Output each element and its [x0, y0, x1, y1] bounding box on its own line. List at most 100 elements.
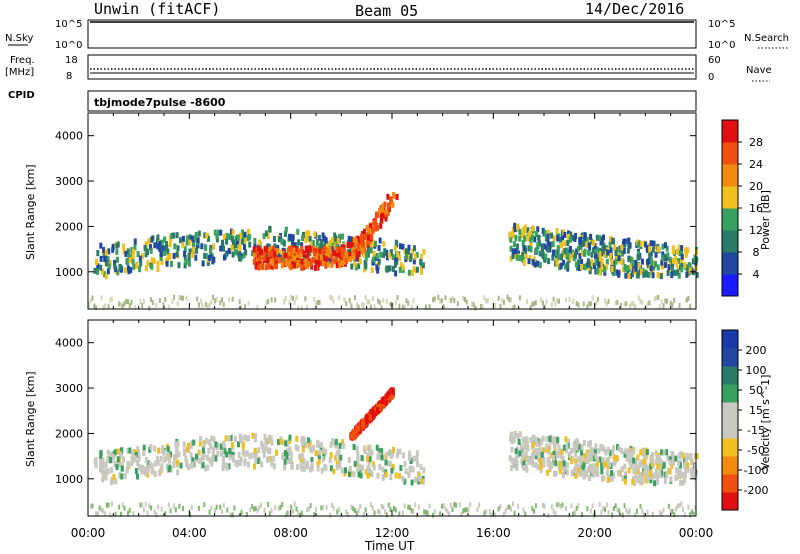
- echo-cell: [379, 217, 383, 224]
- echo-cell: [678, 250, 682, 257]
- echo-cell: [623, 478, 627, 485]
- echo-cell: [303, 437, 307, 444]
- echo-cell: [208, 439, 212, 446]
- echo-cell: [175, 251, 179, 258]
- echo-cell: [111, 246, 115, 253]
- ground-scatter-cell: [660, 511, 663, 517]
- echo-cell: [412, 266, 416, 273]
- ground-scatter-cell: [494, 302, 497, 308]
- colorbar-tick-label: 200: [746, 344, 767, 357]
- echo-cell: [300, 242, 304, 249]
- echo-cell: [98, 456, 102, 463]
- echo-cell: [142, 450, 146, 457]
- echo-cell: [671, 451, 675, 458]
- echo-cell: [646, 262, 650, 269]
- ground-scatter-cell: [643, 512, 646, 518]
- echo-cell: [116, 269, 120, 276]
- echo-cell: [291, 254, 295, 261]
- echo-cell: [557, 444, 561, 451]
- echo-cell: [274, 255, 278, 262]
- colorbar-swatch: [722, 274, 738, 297]
- ground-scatter-cell: [580, 512, 583, 518]
- echo-cell: [551, 254, 555, 261]
- ground-scatter-cell: [256, 305, 259, 311]
- ground-scatter-cell: [407, 504, 410, 510]
- echo-cell: [520, 232, 524, 239]
- ground-scatter-cell: [682, 506, 685, 512]
- ground-scatter-cell: [573, 510, 576, 516]
- ground-scatter-cell: [676, 503, 679, 509]
- echo-cell: [582, 239, 586, 246]
- echo-cell: [195, 247, 199, 254]
- ground-scatter-cell: [687, 504, 690, 510]
- echo-cell: [687, 262, 691, 269]
- ground-scatter-cell: [685, 297, 688, 303]
- echo-cell: [662, 462, 666, 469]
- echo-cell: [284, 226, 288, 233]
- echo-cell: [628, 452, 632, 459]
- echo-cell: [356, 243, 360, 250]
- echo-cell: [314, 450, 318, 457]
- echo-cell: [124, 250, 128, 257]
- echo-cell: [156, 243, 160, 250]
- echo-cell: [182, 441, 186, 448]
- echo-cell: [224, 462, 228, 469]
- echo-cell: [676, 269, 680, 276]
- echo-cell: [113, 263, 117, 270]
- ground-scatter-cell: [577, 503, 580, 509]
- echo-cell: [531, 259, 535, 266]
- echo-cell: [328, 246, 332, 253]
- echo-cell: [321, 259, 325, 266]
- echo-cell: [522, 460, 526, 467]
- ground-scatter-cell: [634, 512, 637, 518]
- echo-cell: [641, 464, 645, 471]
- echo-cell: [270, 250, 274, 257]
- ground-scatter-cell: [114, 511, 117, 517]
- ground-scatter-cell: [655, 295, 658, 301]
- echo-cell: [281, 453, 285, 460]
- echo-cell: [650, 269, 654, 276]
- echo-cell: [183, 262, 187, 269]
- echo-cell: [610, 266, 614, 273]
- echo-cell: [342, 258, 346, 265]
- echo-cell: [100, 468, 104, 475]
- echo-cell: [348, 251, 352, 258]
- echo-cell: [651, 272, 655, 279]
- echo-cell: [379, 251, 383, 258]
- ground-scatter-cell: [288, 300, 291, 306]
- ground-scatter-cell: [604, 507, 607, 513]
- echo-cell: [558, 468, 562, 475]
- echo-cell: [366, 239, 370, 246]
- echo-cell: [107, 248, 111, 255]
- echo-cell: [629, 460, 633, 467]
- echo-cell: [318, 248, 322, 255]
- echo-cell: [393, 245, 397, 252]
- echo-cell: [578, 252, 582, 259]
- ground-scatter-cell: [252, 506, 255, 512]
- ground-scatter-cell: [476, 507, 479, 513]
- ground-scatter-cell: [533, 508, 536, 514]
- echo-cell: [554, 470, 558, 477]
- echo-cell: [644, 463, 648, 470]
- ground-scatter-cell: [541, 300, 544, 306]
- ground-scatter-cell: [662, 303, 665, 309]
- echo-cell: [187, 252, 191, 259]
- echo-cell: [129, 267, 133, 274]
- echo-cell: [541, 227, 545, 234]
- ground-scatter-cell: [197, 505, 200, 511]
- echo-cell: [268, 225, 272, 232]
- echo-cell: [566, 261, 570, 268]
- echo-cell: [532, 434, 536, 441]
- ground-scatter-cell: [265, 300, 268, 306]
- echo-cell: [313, 264, 317, 271]
- echo-cell: [374, 225, 378, 232]
- ground-scatter-cell: [213, 298, 216, 304]
- echo-cell: [337, 247, 341, 254]
- echo-cell: [552, 450, 556, 457]
- echo-cell: [207, 254, 211, 261]
- echo-cell: [320, 240, 324, 247]
- y-tick-label: 2000: [55, 427, 83, 440]
- echo-cell: [380, 454, 384, 461]
- echo-cell: [184, 258, 188, 265]
- echo-cell: [165, 260, 169, 267]
